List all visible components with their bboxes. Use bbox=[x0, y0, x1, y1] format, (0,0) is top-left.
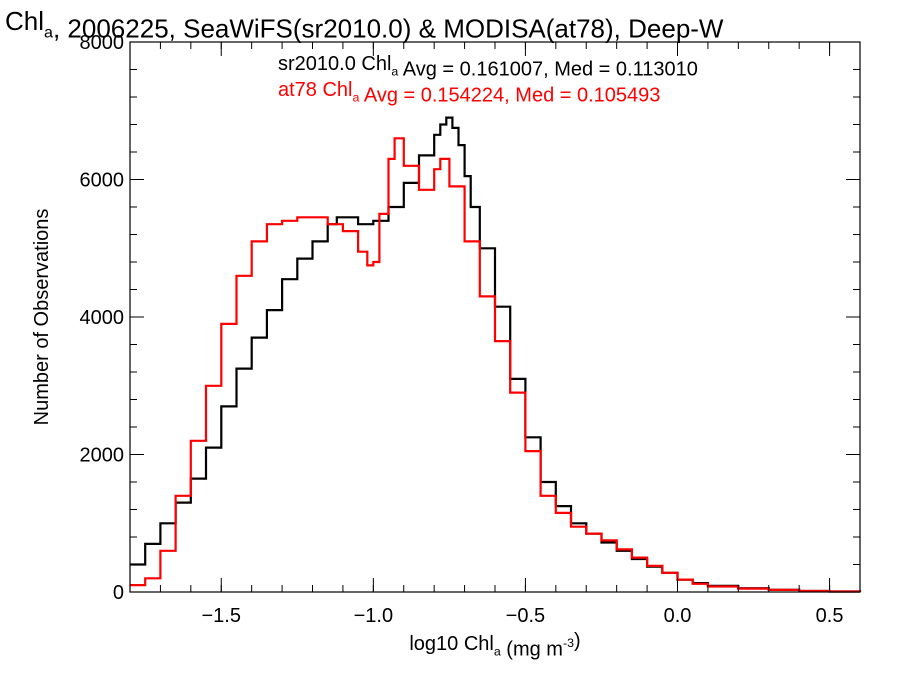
x-tick-label: −1.0 bbox=[354, 605, 393, 627]
series-line-at78 bbox=[130, 137, 862, 593]
x-tick-label: −1.5 bbox=[202, 605, 241, 627]
y-axis-label: Number of Observations bbox=[31, 209, 53, 426]
x-axis-label: log10 Chla (mg m-3) bbox=[409, 630, 580, 660]
chart-title: Chla, 2006225, SeaWiFS(sr2010.0) & MODIS… bbox=[5, 6, 724, 43]
y-tick-label: 8000 bbox=[80, 32, 125, 54]
legend-entry-at78: at78 Chla Avg = 0.154224, Med = 0.105493 bbox=[278, 79, 660, 107]
y-tick-label: 2000 bbox=[80, 445, 125, 467]
legend-entry-sr2010: sr2010.0 Chla Avg = 0.161007, Med = 0.11… bbox=[278, 53, 698, 81]
y-tick-label: 4000 bbox=[80, 307, 125, 329]
x-tick-label: −0.5 bbox=[506, 605, 545, 627]
x-tick-label: 0.5 bbox=[816, 605, 844, 627]
series-line-sr2010 bbox=[130, 116, 862, 593]
y-tick-label: 6000 bbox=[80, 170, 125, 192]
x-tick-label: 0.0 bbox=[664, 605, 692, 627]
y-tick-label: 0 bbox=[113, 582, 124, 604]
